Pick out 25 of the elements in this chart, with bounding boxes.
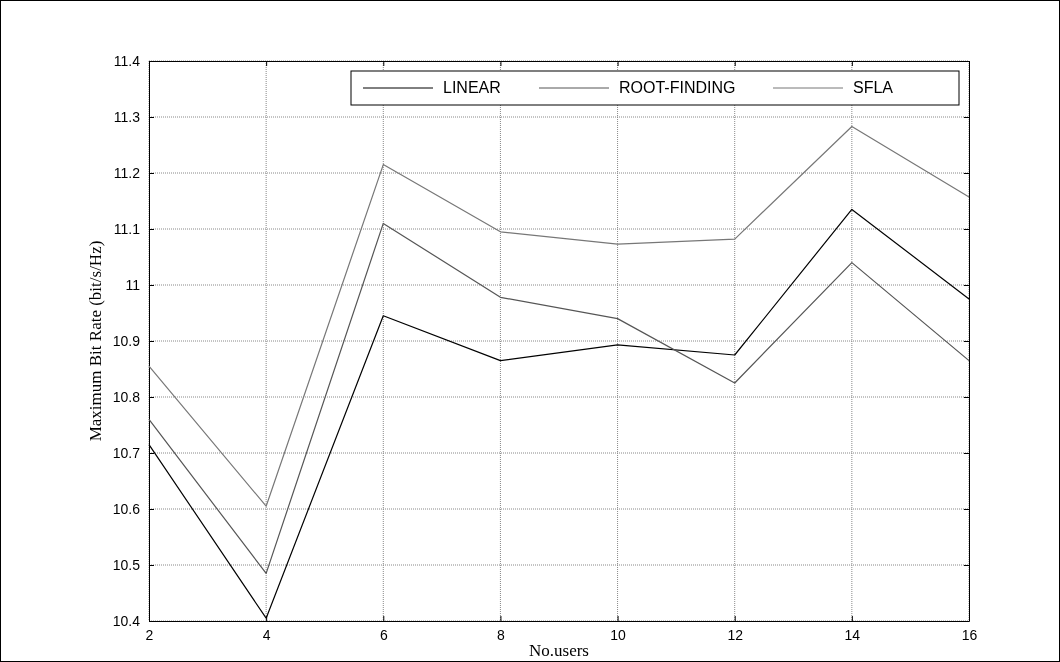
y-tick-label: 11.1 xyxy=(113,220,141,237)
x-tick-label: 8 xyxy=(497,626,506,643)
x-tick-label: 16 xyxy=(961,626,978,643)
x-tick-label: 2 xyxy=(145,626,154,643)
y-tick-label: 11.4 xyxy=(113,52,141,69)
y-tick-label: 10.4 xyxy=(112,612,141,629)
y-tick-label: 10.7 xyxy=(112,444,141,461)
legend-label: ROOT-FINDING xyxy=(619,79,736,96)
y-tick-label: 11 xyxy=(125,276,141,293)
y-tick-label: 10.5 xyxy=(112,556,141,573)
x-tick-label: 10 xyxy=(610,626,627,643)
legend-label: LINEAR xyxy=(443,79,501,96)
x-tick-label: 14 xyxy=(844,626,861,643)
x-tick-label: 6 xyxy=(379,626,388,643)
x-tick-label: 4 xyxy=(262,626,271,643)
y-tick-label: 11.2 xyxy=(113,164,141,181)
y-tick-label: 10.8 xyxy=(112,388,141,405)
y-tick-label: 11.3 xyxy=(113,108,141,125)
y-axis-title: Maximum Bit Rate (bit/s/Hz) xyxy=(86,240,105,442)
y-tick-label: 10.6 xyxy=(112,500,141,517)
y-tick-label: 10.9 xyxy=(112,332,141,349)
x-tick-label: 12 xyxy=(727,626,744,643)
legend-label: SFLA xyxy=(853,79,894,96)
x-axis-title: No.users xyxy=(529,641,589,660)
line-series xyxy=(148,125,970,507)
